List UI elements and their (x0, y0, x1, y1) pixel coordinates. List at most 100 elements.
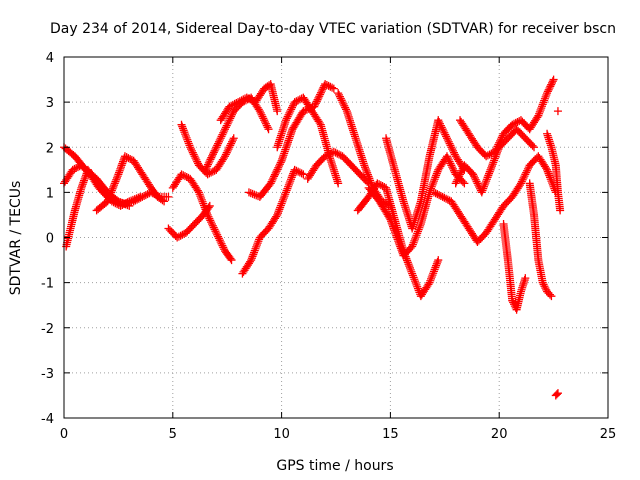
data-point (509, 298, 518, 307)
grid-lines (64, 57, 608, 418)
data-point (431, 263, 440, 272)
data-point (406, 265, 415, 274)
data-point (543, 89, 552, 98)
data-point (204, 158, 213, 167)
data-point (449, 166, 458, 175)
data-point (442, 152, 451, 161)
data-point (282, 186, 291, 195)
data-point (269, 174, 278, 183)
y-tick-label: 3 (46, 96, 54, 111)
data-point (107, 188, 116, 197)
data-point (443, 154, 452, 163)
series-track-23 (543, 129, 565, 215)
data-point (211, 144, 220, 153)
data-point (214, 139, 223, 148)
data-point (363, 168, 372, 177)
data-point (214, 234, 223, 243)
data-point (213, 230, 222, 239)
data-point (290, 165, 299, 174)
data-point (226, 254, 235, 263)
data-point (262, 121, 271, 130)
data-point (432, 259, 441, 268)
data-point (454, 173, 463, 182)
data-point (404, 260, 413, 269)
data-point (215, 136, 224, 145)
data-point (244, 188, 253, 197)
data-point (523, 166, 532, 175)
data-point (188, 148, 197, 157)
data-point (547, 292, 556, 301)
data-point (206, 155, 215, 164)
data-point (543, 167, 552, 176)
data-point (441, 130, 450, 139)
data-point (386, 215, 395, 224)
data-point (429, 188, 438, 197)
data-point (411, 277, 420, 286)
data-point (482, 177, 491, 186)
series-track-19 (456, 75, 558, 161)
data-point (190, 152, 199, 161)
data-point (274, 163, 283, 172)
data-point (203, 170, 212, 179)
data-point (117, 163, 126, 172)
data-point (78, 180, 87, 189)
data-point (275, 205, 284, 214)
data-point (451, 179, 460, 188)
data-point (545, 290, 554, 299)
data-point (290, 98, 299, 107)
data-point (539, 280, 548, 289)
data-point (443, 195, 452, 204)
data-point (210, 225, 219, 234)
data-point (324, 81, 333, 90)
data-point (208, 151, 217, 160)
data-point (522, 168, 531, 177)
data-point (225, 143, 234, 152)
data-point (288, 103, 297, 112)
data-point (295, 168, 304, 177)
data-point (520, 172, 529, 181)
data-point (413, 227, 422, 236)
data-point (445, 139, 454, 148)
data-point (112, 175, 121, 184)
data-point (104, 195, 113, 204)
data-point (205, 157, 214, 166)
data-point (125, 197, 134, 206)
data-point (442, 194, 451, 203)
data-point (326, 82, 335, 91)
data-point (208, 221, 217, 230)
data-point (541, 284, 550, 293)
data-point (181, 131, 190, 140)
data-point (432, 171, 441, 180)
data-point (256, 108, 265, 117)
data-point (72, 164, 81, 173)
data-point (219, 153, 228, 162)
data-point (217, 239, 226, 248)
series-track-11 (238, 165, 308, 278)
data-point (132, 194, 141, 203)
data-point (334, 179, 343, 188)
data-point (177, 120, 186, 129)
data-point (335, 150, 344, 159)
data-point (411, 235, 420, 244)
data-point (218, 241, 227, 250)
data-point (214, 232, 223, 241)
data-point (546, 82, 555, 91)
data-point (431, 189, 440, 198)
data-point (487, 149, 496, 158)
data-point (116, 201, 125, 210)
data-point (253, 239, 262, 248)
data-point (114, 170, 123, 179)
data-point (199, 199, 208, 208)
data-point (223, 119, 232, 128)
data-point (287, 175, 296, 184)
data-point (447, 143, 456, 152)
data-point (116, 164, 125, 173)
data-point (490, 154, 499, 163)
data-point (317, 87, 326, 96)
data-point (215, 236, 224, 245)
data-point (439, 127, 448, 136)
data-point (213, 141, 222, 150)
data-point (287, 173, 296, 182)
data-point (540, 94, 549, 103)
data-point (211, 227, 220, 236)
